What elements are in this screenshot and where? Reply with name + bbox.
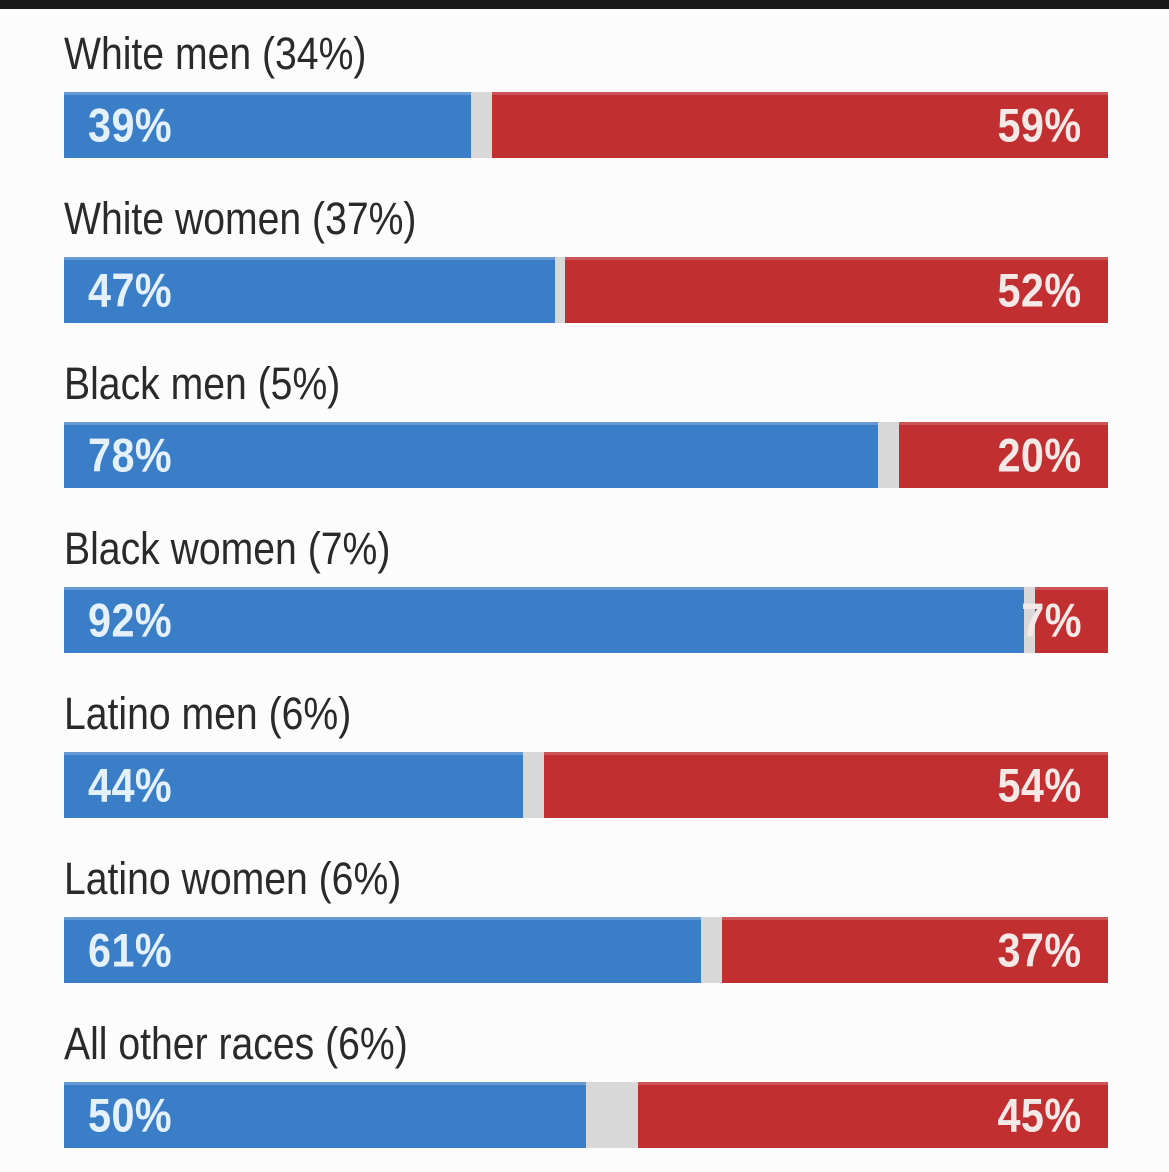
category-label: White men (34%)	[64, 28, 1108, 79]
blue-bar-value: 61%	[88, 923, 173, 977]
blue-bar-segment: 39%	[64, 92, 472, 159]
red-bar-value: 37%	[997, 923, 1082, 977]
category-label: Black women (7%)	[64, 523, 1108, 574]
category-label-text: Black men (5%)	[64, 358, 341, 409]
blue-bar-segment: 50%	[64, 1082, 586, 1149]
red-bar-value: 52%	[997, 263, 1082, 317]
red-bar-segment: 7%	[1021, 587, 1108, 654]
blue-bar-segment: 44%	[64, 752, 524, 819]
chart-row: White women (37%) 47% 52%	[64, 182, 1108, 347]
bar-track: 39% 59%	[64, 92, 1108, 159]
exit-poll-bar-chart: White men (34%) 39% 59% White women (37%…	[0, 9, 1169, 1172]
category-label: White women (37%)	[64, 193, 1108, 244]
bar-track: 92% 7%	[64, 587, 1108, 654]
red-bar-value: 59%	[997, 98, 1082, 152]
category-label: Latino women (6%)	[64, 853, 1108, 904]
red-bar-value: 54%	[997, 758, 1082, 812]
blue-bar-segment: 78%	[64, 422, 879, 489]
blue-bar-segment: 92%	[64, 587, 1025, 654]
bar-track: 78% 20%	[64, 422, 1108, 489]
chart-row: White men (34%) 39% 59%	[64, 17, 1108, 182]
category-label-text: Latino women (6%)	[64, 853, 402, 904]
category-label: Black men (5%)	[64, 358, 1108, 409]
blue-bar-value: 44%	[88, 758, 173, 812]
chart-row: Latino women (6%) 61% 37%	[64, 842, 1108, 1007]
blue-bar-segment: 47%	[64, 257, 555, 324]
chart-row: Latino men (6%) 44% 54%	[64, 677, 1108, 842]
category-label-text: Black women (7%)	[64, 523, 391, 574]
category-label: All other races (6%)	[64, 1018, 1108, 1069]
bar-track: 44% 54%	[64, 752, 1108, 819]
blue-bar-value: 47%	[88, 263, 173, 317]
bar-track: 50% 45%	[64, 1082, 1108, 1149]
category-label-text: All other races (6%)	[64, 1018, 408, 1069]
red-bar-value: 20%	[997, 428, 1082, 482]
red-bar-segment: 59%	[492, 92, 1108, 159]
blue-bar-value: 78%	[88, 428, 173, 482]
category-label-text: White men (34%)	[64, 28, 367, 79]
bar-track: 47% 52%	[64, 257, 1108, 324]
red-bar-segment: 45%	[638, 1082, 1108, 1149]
red-bar-value: 7%	[1021, 593, 1082, 647]
chart-row: All other races (6%) 50% 45%	[64, 1007, 1108, 1172]
category-label-text: White women (37%)	[64, 193, 417, 244]
category-label-text: Latino men (6%)	[64, 688, 352, 739]
red-bar-segment: 54%	[544, 752, 1108, 819]
chart-row: Black men (5%) 78% 20%	[64, 347, 1108, 512]
blue-bar-segment: 61%	[64, 917, 701, 984]
bar-track: 61% 37%	[64, 917, 1108, 984]
red-bar-segment: 37%	[721, 917, 1108, 984]
category-label: Latino men (6%)	[64, 688, 1108, 739]
chart-row: Black women (7%) 92% 7%	[64, 512, 1108, 677]
top-crop-strip	[0, 0, 1169, 9]
red-bar-value: 45%	[997, 1088, 1082, 1142]
blue-bar-value: 50%	[88, 1088, 173, 1142]
blue-bar-value: 92%	[88, 593, 173, 647]
blue-bar-value: 39%	[88, 98, 173, 152]
red-bar-segment: 52%	[565, 257, 1108, 324]
red-bar-segment: 20%	[899, 422, 1108, 489]
